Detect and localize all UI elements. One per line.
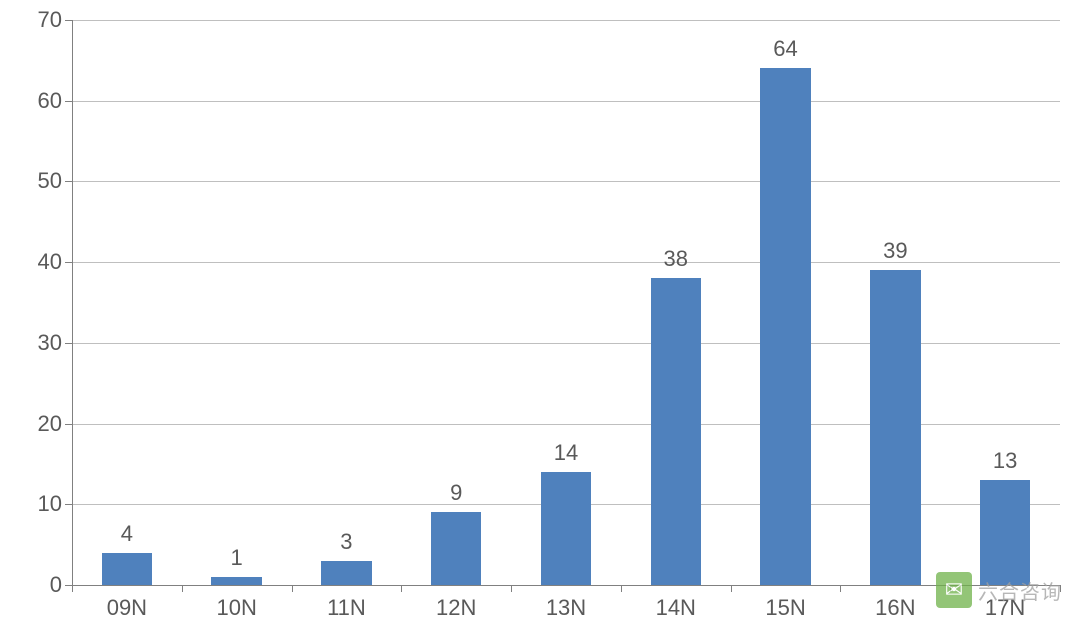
x-tick-mark [840, 585, 841, 592]
y-tick-label: 30 [12, 330, 62, 356]
y-tick-label: 0 [12, 572, 62, 598]
y-tick-mark [65, 262, 72, 263]
bar-value-label: 14 [511, 440, 621, 466]
y-tick-mark [65, 343, 72, 344]
bar [651, 278, 701, 585]
x-tick-mark [72, 585, 73, 592]
x-tick-label: 14N [621, 595, 731, 621]
bar-value-label: 13 [950, 448, 1060, 474]
x-tick-label: 11N [292, 595, 402, 621]
x-axis [72, 585, 1060, 586]
y-tick-mark [65, 181, 72, 182]
bar [211, 577, 261, 585]
x-tick-mark [182, 585, 183, 592]
x-tick-label: 10N [182, 595, 292, 621]
y-tick-label: 40 [12, 249, 62, 275]
y-tick-mark [65, 424, 72, 425]
x-tick-mark [292, 585, 293, 592]
x-tick-label: 15N [731, 595, 841, 621]
y-tick-label: 70 [12, 7, 62, 33]
bar-value-label: 1 [182, 545, 292, 571]
gridline [72, 101, 1060, 102]
bar [321, 561, 371, 585]
bar [102, 553, 152, 585]
y-tick-mark [65, 504, 72, 505]
bar [870, 270, 920, 585]
y-tick-label: 20 [12, 411, 62, 437]
bar-value-label: 38 [621, 246, 731, 272]
bar-value-label: 3 [292, 529, 402, 555]
y-tick-mark [65, 20, 72, 21]
bar-value-label: 4 [72, 521, 182, 547]
bar-value-label: 9 [401, 480, 511, 506]
y-tick-mark [65, 101, 72, 102]
bar-value-label: 64 [731, 36, 841, 62]
watermark: ✉ 六合咨询 [936, 572, 1062, 608]
y-tick-mark [65, 585, 72, 586]
bar-chart: 0 10 20 30 40 50 60 70 4 09N1 10N 3 11N 9 12N 14 13N 38 14… [0, 0, 1080, 638]
y-tick-label: 10 [12, 491, 62, 517]
bar [980, 480, 1030, 585]
x-tick-mark [401, 585, 402, 592]
bar-value-label: 39 [840, 238, 950, 264]
x-tick-label: 12N [401, 595, 511, 621]
wechat-icon: ✉ [936, 572, 972, 608]
x-tick-label: 13N [511, 595, 621, 621]
x-tick-label: 09N [72, 595, 182, 621]
wechat-glyph: ✉ [945, 579, 963, 601]
y-tick-label: 50 [12, 168, 62, 194]
x-tick-label: 16N [840, 595, 950, 621]
bar [760, 68, 810, 585]
y-tick-label: 60 [12, 88, 62, 114]
watermark-text: 六合咨询 [978, 576, 1062, 605]
y-axis [72, 20, 73, 585]
x-tick-mark [731, 585, 732, 592]
gridline [72, 181, 1060, 182]
x-tick-mark [621, 585, 622, 592]
bar [541, 472, 591, 585]
gridline [72, 20, 1060, 21]
x-tick-mark [511, 585, 512, 592]
bar [431, 512, 481, 585]
